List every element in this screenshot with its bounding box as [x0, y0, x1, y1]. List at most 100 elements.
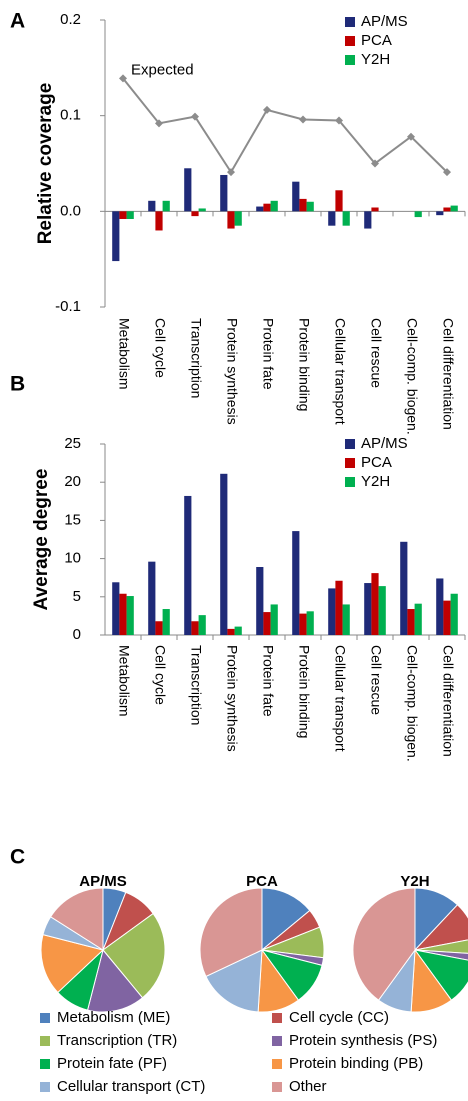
- bar: [234, 626, 242, 635]
- bar: [191, 211, 199, 217]
- y-tick-label: 0.1: [60, 107, 81, 124]
- pie-slice: [414, 939, 468, 954]
- legend-swatch: [345, 55, 355, 65]
- bar: [306, 201, 314, 212]
- bar: [126, 211, 134, 219]
- x-tick-label: Cellular transport: [332, 318, 348, 425]
- bar: [184, 495, 192, 635]
- bar: [119, 593, 127, 635]
- legend-label: Cellular transport (CT): [57, 1078, 205, 1095]
- x-tick-label: Cell-comp. biogen.: [404, 318, 420, 435]
- x-tick-label: Cell cycle: [152, 318, 168, 378]
- bar: [270, 200, 278, 212]
- bar: [342, 211, 350, 226]
- bar: [227, 628, 235, 635]
- x-tick-label: Cell rescue: [368, 645, 384, 715]
- x-tick-label: Protein fate: [260, 645, 276, 717]
- expected-marker: [335, 116, 343, 125]
- legend-swatch: [40, 1013, 50, 1023]
- bar: [126, 596, 134, 635]
- pie-title: Y2H: [400, 873, 429, 890]
- bar: [148, 200, 156, 212]
- bar: [220, 174, 228, 212]
- x-tick-label: Protein binding: [296, 645, 312, 738]
- expected-marker: [227, 168, 235, 177]
- y-tick-label: 5: [73, 588, 81, 605]
- legend-swatch: [40, 1036, 50, 1046]
- bar: [270, 604, 278, 635]
- legend-swatch: [345, 458, 355, 468]
- pie-title: AP/MS: [79, 873, 127, 890]
- bar: [335, 190, 343, 212]
- bar: [112, 211, 120, 262]
- legend-swatch: [40, 1059, 50, 1069]
- bar: [220, 473, 228, 635]
- x-tick-label: Cell rescue: [368, 318, 384, 388]
- legend-swatch: [345, 36, 355, 46]
- pie-slice: [86, 948, 144, 1013]
- bar: [414, 603, 422, 635]
- pie-slice: [413, 904, 468, 951]
- expected-marker: [371, 159, 379, 168]
- legend-label: Protein binding (PB): [289, 1055, 423, 1072]
- expected-marker: [119, 74, 127, 83]
- bar: [443, 600, 451, 635]
- y-tick-label: -0.1: [55, 298, 81, 315]
- y-tick-label: 20: [64, 473, 81, 490]
- pie-slice: [40, 933, 105, 994]
- legend-label: Y2H: [361, 51, 390, 68]
- legend-swatch: [345, 477, 355, 487]
- x-tick-label: Cell differentiation: [440, 318, 456, 430]
- legend-label: Metabolism (ME): [57, 1009, 170, 1026]
- bar: [155, 211, 163, 231]
- bar: [443, 207, 451, 212]
- panel-label: C: [10, 846, 25, 869]
- panel-label: B: [10, 373, 25, 396]
- legend-label: Y2H: [361, 473, 390, 490]
- legend-swatch: [272, 1059, 282, 1069]
- bar: [263, 203, 271, 212]
- panel-label: A: [10, 10, 25, 33]
- y-tick-label: 0.2: [60, 11, 81, 28]
- bar: [364, 583, 372, 635]
- expected-marker: [443, 168, 451, 177]
- pie-title: PCA: [246, 873, 278, 890]
- bar: [234, 211, 242, 226]
- bar: [155, 621, 163, 635]
- pie-slice: [352, 887, 416, 1001]
- bar: [148, 561, 156, 635]
- bar: [371, 207, 379, 212]
- bar: [198, 208, 206, 212]
- expected-marker: [191, 112, 199, 121]
- x-tick-label: Cell differentiation: [440, 645, 456, 757]
- y-tick-label: 15: [64, 511, 81, 528]
- legend-label: Other: [289, 1078, 327, 1095]
- bar: [198, 615, 206, 635]
- bar: [436, 211, 444, 216]
- expected-marker: [407, 132, 415, 141]
- x-tick-label: Cellular transport: [332, 645, 348, 752]
- bar: [299, 198, 307, 212]
- legend-swatch: [272, 1013, 282, 1023]
- legend-label: Transcription (TR): [57, 1032, 177, 1049]
- y-tick-label: 0.0: [60, 202, 81, 219]
- bar: [371, 573, 379, 635]
- bar: [299, 613, 307, 635]
- legend-label: AP/MS: [361, 435, 408, 452]
- y-tick-label: 0: [73, 626, 81, 643]
- bar: [364, 211, 372, 229]
- x-tick-label: Protein binding: [296, 318, 312, 411]
- x-tick-label: Metabolism: [116, 645, 132, 717]
- legend-swatch: [272, 1036, 282, 1046]
- pie-slice: [199, 887, 263, 978]
- legend-swatch: [345, 17, 355, 27]
- legend-label: Protein fate (PF): [57, 1055, 167, 1072]
- legend-label: PCA: [361, 32, 392, 49]
- line-annotation: Expected: [131, 61, 194, 78]
- y-tick-label: 25: [64, 435, 81, 452]
- bar: [191, 621, 199, 635]
- bar: [263, 612, 271, 635]
- x-tick-label: Cell cycle: [152, 645, 168, 705]
